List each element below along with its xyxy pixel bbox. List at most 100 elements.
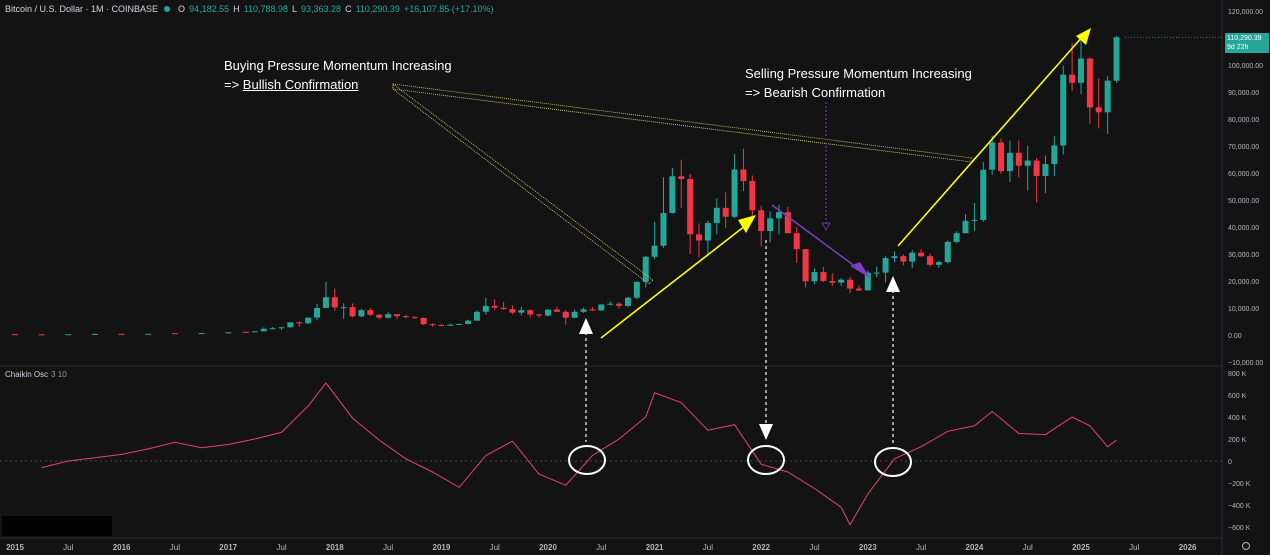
candle-body	[660, 212, 667, 246]
osc-axis-label: 800 K	[1228, 371, 1247, 378]
candle-body	[598, 304, 605, 311]
candle-body	[740, 169, 747, 182]
candle-body	[775, 212, 782, 219]
chaikin-osc-line	[41, 382, 1117, 526]
candle-body	[225, 332, 232, 334]
candle-body	[465, 320, 472, 324]
candle-body	[447, 324, 454, 326]
arrowhead-icon	[850, 262, 870, 278]
open-label: O	[178, 4, 186, 14]
candle-body	[909, 252, 916, 262]
candle-body	[260, 328, 267, 332]
osc-axis-label: −200 K	[1228, 481, 1251, 488]
callout-arrow-bearish	[392, 83, 973, 163]
candle-body	[118, 333, 125, 335]
candle-body	[864, 272, 871, 291]
candle-body	[669, 176, 676, 213]
last-price-value: 110,290.39	[1227, 35, 1262, 42]
osc-axis-label: 200 K	[1228, 437, 1247, 444]
high-label: H	[233, 4, 240, 14]
candle-body	[1086, 58, 1093, 108]
candle-body	[687, 178, 694, 235]
redacted-box	[2, 516, 112, 536]
candle-body	[651, 245, 658, 257]
candle-body	[1078, 58, 1084, 83]
time-axis-label: 2020	[539, 543, 557, 552]
osc-axis-label: −600 K	[1228, 525, 1251, 532]
candle-body	[393, 314, 400, 317]
high-value: 110,788.98	[243, 4, 288, 14]
candle-body	[642, 256, 649, 282]
osc-crossover-circle	[568, 445, 606, 475]
candle-body	[767, 218, 774, 232]
candle-body	[793, 233, 800, 250]
candle-body	[722, 207, 729, 217]
candle-body	[518, 310, 525, 313]
candle-body	[429, 324, 436, 326]
candle-body	[65, 334, 72, 336]
candle-body	[420, 317, 427, 325]
candle-body	[696, 234, 703, 241]
bullish-trend-arrow-1	[600, 221, 751, 339]
candle-body	[678, 176, 685, 179]
candle-body	[296, 322, 303, 324]
time-axis-label: 2024	[966, 543, 984, 552]
candle-body	[198, 333, 205, 335]
candle-body	[633, 281, 640, 298]
candle-body	[589, 309, 596, 311]
symbol-title[interactable]: Bitcoin / U.S. Dollar · 1M · COINBASE	[5, 4, 159, 14]
osc-axis-label: −400 K	[1228, 503, 1251, 510]
time-axis-label: Jul	[703, 543, 713, 552]
price-axis-label: 30,000.00	[1228, 252, 1259, 259]
candle-body	[171, 333, 178, 335]
time-axis-label: Jul	[1023, 543, 1033, 552]
candle-body	[829, 281, 836, 283]
candle-body	[500, 307, 507, 310]
close-label: C	[345, 4, 352, 14]
candle-body	[305, 317, 312, 324]
osc-crossover-circle	[747, 445, 785, 475]
candle-body	[1042, 164, 1049, 176]
open-value: 94,182.55	[189, 4, 230, 14]
time-axis-label: 2026	[1179, 543, 1197, 552]
candle-body	[287, 322, 294, 328]
candle-body	[989, 142, 996, 170]
time-axis-label: Jul	[276, 543, 286, 552]
candle-body	[758, 210, 765, 232]
indicator-legend[interactable]: Chaikin Osc 3 10	[5, 370, 67, 379]
price-axis-label: 60,000.00	[1228, 171, 1259, 178]
market-status-dot	[164, 6, 171, 12]
arrowhead-icon	[759, 424, 773, 440]
buying-annotation[interactable]: Buying Pressure Momentum Increasing => B…	[224, 56, 452, 94]
candle-body	[607, 303, 614, 305]
selling-annotation-line2: => Bearish Confirmation	[745, 85, 886, 100]
time-axis-label: 2019	[433, 543, 451, 552]
arrowhead-icon	[738, 215, 756, 233]
candle-body	[491, 305, 498, 308]
selling-annotation-line1: Selling Pressure Momentum Increasing	[745, 66, 972, 81]
arrowhead-icon	[579, 318, 593, 334]
low-label: L	[292, 4, 298, 14]
osc-axis-label: 600 K	[1228, 393, 1247, 400]
time-axis-label: Jul	[596, 543, 606, 552]
candle-body	[1104, 80, 1111, 113]
candle-body	[1033, 160, 1040, 176]
candle-body	[376, 314, 383, 318]
candle-body	[580, 309, 587, 312]
price-axis-label: 50,000.00	[1228, 198, 1259, 205]
time-axis-label: 2015	[6, 543, 24, 552]
time-axis-label: 2025	[1072, 543, 1090, 552]
candle-body	[926, 256, 933, 265]
candle-body	[367, 310, 374, 315]
time-axis-label: Jul	[170, 543, 180, 552]
candle-body	[891, 256, 898, 259]
osc-axis-label: 400 K	[1228, 415, 1247, 422]
selling-annotation[interactable]: Selling Pressure Momentum Increasing => …	[745, 64, 972, 102]
candle-body	[402, 316, 409, 318]
arrowhead-icon	[886, 276, 900, 292]
last-price-tag: 110,290.39 9d 22h	[1225, 33, 1269, 53]
candle-body	[882, 258, 889, 273]
buying-annotation-line1: Buying Pressure Momentum Increasing	[224, 58, 452, 73]
indicator-name: Chaikin Osc	[5, 370, 49, 379]
